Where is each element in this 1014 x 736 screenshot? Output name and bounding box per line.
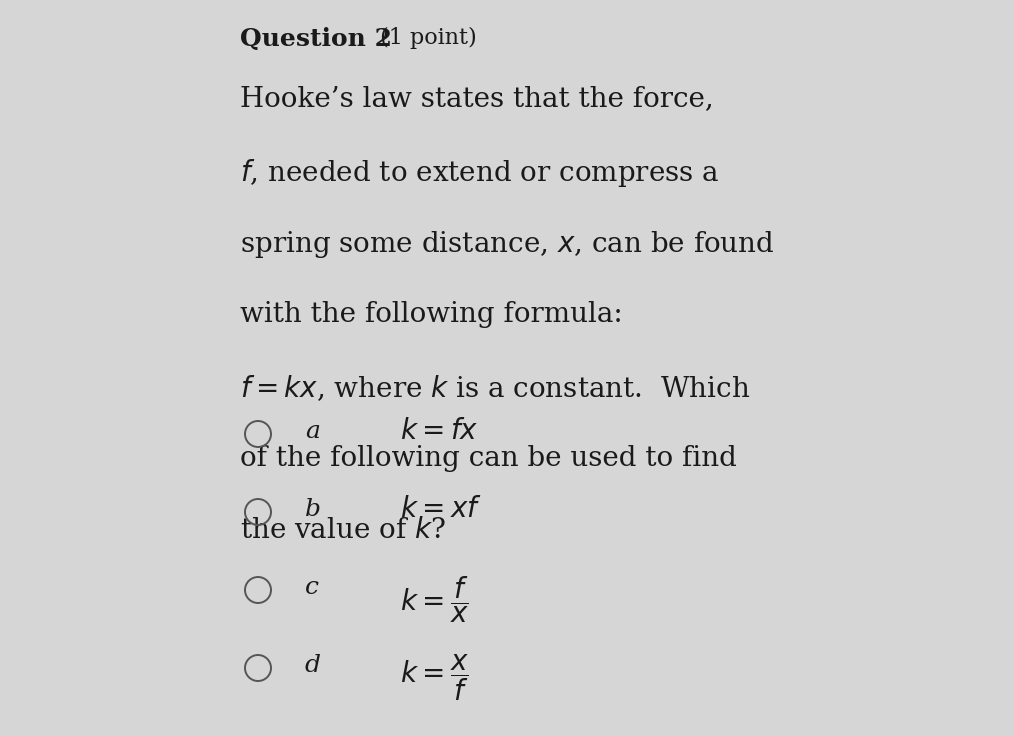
Text: d: d [305, 654, 321, 677]
Text: $f$, needed to extend or compress a: $f$, needed to extend or compress a [240, 157, 720, 189]
Text: $k = \dfrac{f}{x}$: $k = \dfrac{f}{x}$ [400, 574, 468, 625]
Text: Hooke’s law states that the force,: Hooke’s law states that the force, [240, 85, 714, 112]
Text: with the following formula:: with the following formula: [240, 301, 623, 328]
Text: $k = xf$: $k = xf$ [400, 496, 482, 523]
Text: c: c [305, 576, 319, 599]
Text: $f = kx$, where $k$ is a constant.  Which: $f = kx$, where $k$ is a constant. Which [240, 373, 750, 403]
Text: $k = \dfrac{x}{f}$: $k = \dfrac{x}{f}$ [400, 652, 468, 703]
Text: the value of $k$?: the value of $k$? [240, 517, 446, 544]
Text: (1 point): (1 point) [373, 27, 477, 49]
Text: b: b [305, 498, 321, 521]
Text: a: a [305, 420, 319, 443]
Text: of the following can be used to find: of the following can be used to find [240, 445, 737, 472]
Text: spring some distance, $x$, can be found: spring some distance, $x$, can be found [240, 229, 775, 260]
Text: $k = fx$: $k = fx$ [400, 418, 479, 445]
Text: Question 2: Question 2 [240, 27, 392, 51]
